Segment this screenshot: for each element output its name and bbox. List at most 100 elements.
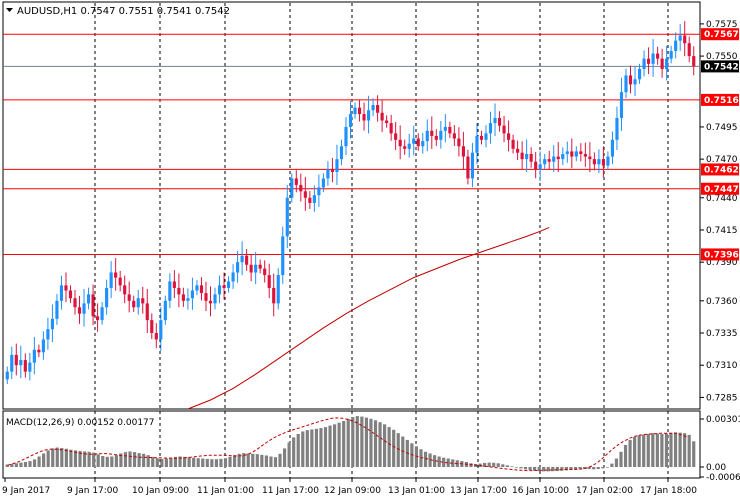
candle-body [159, 320, 163, 340]
macd-bar [428, 453, 432, 468]
ma-line [187, 226, 550, 410]
candle-body [91, 294, 95, 317]
macd-bar [123, 452, 128, 468]
candle-body [168, 281, 172, 301]
macd-header: MACD(12,26,9) 0.00152 0.00177 [6, 418, 155, 428]
macd-bar [651, 433, 655, 468]
macd-bar [496, 463, 500, 468]
candle-body [321, 178, 325, 188]
candle-body [96, 316, 100, 321]
candle-body [466, 156, 470, 179]
macd-bar [319, 428, 323, 468]
candle-body [525, 153, 529, 160]
candle-body [23, 360, 27, 372]
candle-body [86, 294, 91, 304]
macd-bar [114, 455, 118, 468]
candle-body [362, 114, 366, 121]
candle-body [534, 161, 538, 170]
triangle-down-icon[interactable] [6, 8, 13, 12]
candle-body [118, 277, 122, 286]
macd-bar [337, 422, 341, 468]
macd-bar [28, 461, 32, 468]
candle-body [421, 141, 425, 147]
macd-bar [187, 457, 191, 468]
macd-bar [32, 459, 37, 468]
candle-body [186, 298, 190, 301]
macd-bar [328, 425, 332, 468]
macd-bar [173, 456, 178, 468]
candle-body [46, 329, 50, 340]
candle-body [683, 35, 687, 44]
candle-body [145, 303, 149, 321]
candle-body [226, 281, 231, 288]
macd-bar [137, 453, 141, 468]
y-tick-label: 0.7495 [706, 123, 738, 133]
candle-body [506, 133, 511, 140]
candle-body [366, 110, 371, 121]
macd-bar [569, 467, 573, 471]
candle-body [41, 339, 45, 353]
macd-bar [660, 434, 664, 468]
macd-bar [355, 416, 359, 468]
candle-body [416, 138, 420, 147]
candle-body [642, 58, 646, 69]
candle-body [407, 143, 411, 149]
macd-bar [332, 424, 337, 468]
macd-bar [578, 467, 582, 470]
candle-body [385, 120, 389, 124]
candle-body [245, 255, 249, 265]
macd-bar [37, 456, 41, 468]
candle-body [601, 159, 605, 166]
candle-body [208, 300, 213, 304]
candle-body [105, 287, 109, 308]
candle-body [217, 285, 222, 295]
candle-body [439, 130, 443, 140]
macd-bar [501, 464, 505, 468]
macd-bar [323, 427, 328, 468]
macd-y-tick-label: 0.00 [706, 463, 726, 473]
candle-body [579, 151, 583, 154]
candle-body [254, 264, 258, 273]
y-tick-label: 0.7470 [706, 155, 738, 165]
macd-bar [537, 467, 541, 472]
candle-body [651, 53, 655, 64]
macd-bar [155, 458, 159, 468]
candle-body [163, 300, 167, 321]
macd-bar [619, 451, 623, 468]
candle-body [285, 197, 289, 237]
candle-body [249, 264, 253, 273]
macd-bar [596, 467, 600, 470]
candle-body [543, 159, 547, 165]
bid-label: 0.7542 [704, 62, 739, 72]
macd-bar [364, 417, 369, 468]
level-label-bg [701, 28, 739, 41]
candle-body [574, 151, 578, 157]
candle-body [64, 285, 68, 291]
candle-body [619, 92, 624, 118]
candle-body [294, 178, 298, 185]
candle-body [353, 107, 357, 115]
macd-bar [642, 434, 646, 468]
macd-bar [278, 453, 282, 468]
candle-body [10, 354, 14, 372]
candle-body [281, 236, 285, 276]
macd-bar [655, 433, 659, 468]
macd-bar [351, 417, 355, 468]
x-tick-label: 17 Jan 02:00 [576, 486, 633, 496]
candle-body [398, 139, 402, 147]
macd-bar [14, 463, 18, 468]
macd-bar [533, 467, 537, 471]
macd-bar [60, 448, 64, 468]
x-tick-label: 9 Jan 2017 [2, 486, 50, 496]
macd-bar [132, 452, 137, 468]
candle-body [692, 56, 696, 67]
level-label: 0.7567 [704, 30, 739, 40]
level-label: 0.7447 [704, 185, 739, 195]
candle-body [258, 264, 262, 269]
candle-body [628, 75, 633, 85]
time-axis: 9 Jan 2017 9 Jan 17:00 10 Jan 09:00 11 Jan … [2, 478, 697, 496]
candle-body [588, 156, 592, 160]
macd-y-tick-label: 0.00301 [706, 415, 740, 425]
macd-bar [560, 467, 564, 471]
